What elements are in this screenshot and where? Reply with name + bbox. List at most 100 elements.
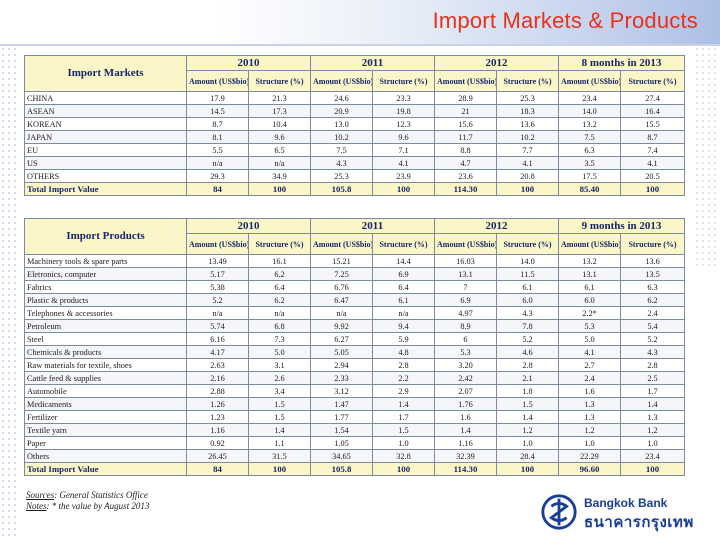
- total-cell: 84: [186, 182, 249, 196]
- table-cell: 6.1: [496, 280, 559, 294]
- year-header-row: Import Markets 2010 2011 2012 8 months i…: [24, 55, 685, 92]
- logo-english-text: Bangkok Bank: [584, 496, 668, 510]
- table-cell: 1.26: [186, 397, 249, 411]
- table-cell: 13.2: [558, 254, 621, 268]
- column-header: Structure (%): [496, 70, 559, 92]
- table-cell: 4.1: [496, 156, 559, 170]
- table-cell: 1.47: [310, 397, 373, 411]
- column-header: Amount (US$bio): [310, 233, 373, 255]
- table-cell: 7.4: [620, 143, 685, 157]
- table-cell: 2.16: [186, 371, 249, 385]
- table-cell: 32.8: [372, 449, 435, 463]
- table-cell: 6.2: [248, 293, 311, 307]
- table-cell: 34.65: [310, 449, 373, 463]
- table-cell: 20.5: [620, 169, 685, 183]
- table-cell: 1.4: [372, 397, 435, 411]
- year-label: 2012: [434, 55, 559, 71]
- table-cell: 6.0: [496, 293, 559, 307]
- table-cell: 1.4: [434, 423, 497, 437]
- table-cell: 23.3: [372, 91, 435, 105]
- table-cell: 23.4: [620, 449, 685, 463]
- table-cell: 21.3: [248, 91, 311, 105]
- table-cell: 10.2: [310, 130, 373, 144]
- table-cell: 2.4: [620, 306, 685, 320]
- table-row: JAPAN 8.1 9.6 10.2 9.6 11.7 10.2 7.5 8.7: [24, 130, 685, 144]
- table-cell: 1.1: [248, 436, 311, 450]
- column-header: Structure (%): [248, 70, 311, 92]
- table-cell: 1.7: [620, 384, 685, 398]
- table-cell: 5.74: [186, 319, 249, 333]
- table-cell: 4.6: [496, 345, 559, 359]
- table-cell: 2.8: [372, 358, 435, 372]
- table-cell: 6.1: [372, 293, 435, 307]
- column-header: Amount (US$bio): [434, 233, 497, 255]
- table-cell: 5.3: [434, 345, 497, 359]
- table-cell: 13.6: [496, 117, 559, 131]
- table-cell: 8.7: [186, 117, 249, 131]
- table-cell: 6.16: [186, 332, 249, 346]
- notes-line: Notes: * the value by August 2013: [26, 501, 149, 512]
- left-dot-pattern: [0, 46, 20, 540]
- logo-thai-text: ธนาคารกรุงเทพ: [584, 513, 694, 531]
- table-cell: 13.1: [434, 267, 497, 281]
- row-label: EU: [24, 143, 187, 157]
- notes-label: Notes: [26, 501, 47, 511]
- subheader-row: Amount (US$bio) Structure (%) Amount (US…: [25, 233, 685, 255]
- table-cell: n/a: [372, 306, 435, 320]
- table-cell: 1.4: [248, 423, 311, 437]
- table-cell: 6.9: [434, 293, 497, 307]
- table-cell: 1.23: [186, 410, 249, 424]
- table-cell: 12.3: [372, 117, 435, 131]
- sources-note: Sources: General Statistics Office Notes…: [26, 490, 149, 512]
- table-cell: 8.9: [434, 319, 497, 333]
- table-cell: 1.5: [496, 397, 559, 411]
- row-label: KOREAN: [24, 117, 187, 131]
- row-label: Steel: [24, 332, 187, 346]
- table-cell: 5.17: [186, 267, 249, 281]
- table-cell: 11.5: [496, 267, 559, 281]
- table-row: KOREAN 8.7 10.4 13.0 12.3 15.6 13.6 13.2 15.5: [24, 117, 685, 131]
- row-label: Raw materials for textile, shoes: [24, 358, 187, 372]
- total-cell: 84: [186, 462, 249, 476]
- table-cell: 2.4: [558, 371, 621, 385]
- table-row: Machinery tools & spare parts 13.49 16.1 15…: [24, 254, 685, 268]
- table-cell: 6.2: [248, 267, 311, 281]
- bangkok-bank-logo: Bangkok Bank ธนาคารกรุงเทพ: [540, 492, 710, 534]
- total-cell: 100: [372, 182, 435, 196]
- row-label: Medicaments: [24, 397, 187, 411]
- table-cell: 34.9: [248, 169, 311, 183]
- table-cell: 2.8: [496, 358, 559, 372]
- year-label: 8 months in 2013: [558, 55, 685, 71]
- notes-text: : * the value by August 2013: [46, 501, 150, 511]
- products-corner-label: Import Products: [24, 218, 187, 255]
- column-header: Amount (US$bio): [558, 70, 621, 92]
- table-cell: 5.05: [310, 345, 373, 359]
- table-cell: 4.3: [620, 345, 685, 359]
- table-row: Plastic & products 5.2 6.2 6.47 6.1 6.9 6.0 6.0…: [24, 293, 685, 307]
- table-row: Fabrics 5.38 6.4 6.76 6.4 7 6.1 6.1 6.3: [24, 280, 685, 294]
- column-header: Structure (%): [372, 233, 435, 255]
- column-header: Structure (%): [372, 70, 435, 92]
- table-cell: 5.2: [186, 293, 249, 307]
- table-cell: 13.2: [558, 117, 621, 131]
- table-cell: 2.2: [372, 371, 435, 385]
- row-label: Chemicals & products: [24, 345, 187, 359]
- table-cell: 6.1: [558, 280, 621, 294]
- table-cell: 4.17: [186, 345, 249, 359]
- table-cell: 3.12: [310, 384, 373, 398]
- table-row: OTHERS 29.3 34.9 25.3 23.9 23.6 20.8 17.5 20.5: [24, 169, 685, 183]
- table-cell: 16.1: [248, 254, 311, 268]
- total-cell: 114.30: [434, 182, 497, 196]
- total-cell: 96.60: [558, 462, 621, 476]
- table-cell: 28.9: [434, 91, 497, 105]
- column-header: Amount (US$bio): [558, 233, 621, 255]
- table-cell: 2.2*: [558, 306, 621, 320]
- table-cell: 6.47: [310, 293, 373, 307]
- table-cell: 1.2: [496, 423, 559, 437]
- table-cell: 2.94: [310, 358, 373, 372]
- year-label: 2011: [310, 55, 435, 71]
- table-cell: 7.1: [372, 143, 435, 157]
- header-bar: [0, 0, 720, 44]
- table-row: Telephones & accessories n/a n/a n/a n/a 4.97…: [24, 306, 685, 320]
- table-cell: 23.4: [558, 91, 621, 105]
